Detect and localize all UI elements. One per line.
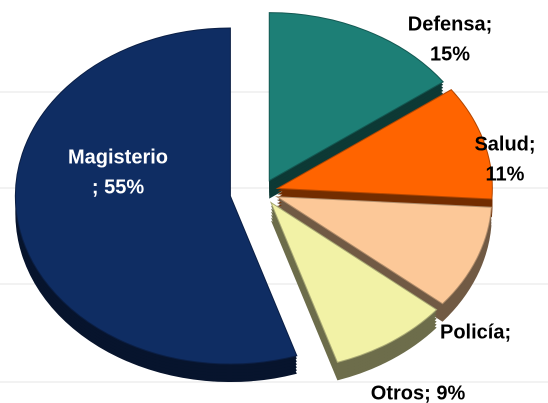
data-label: Salud;	[474, 133, 535, 155]
data-label: ; 55%	[92, 176, 144, 198]
data-label: Otros; 9%	[371, 382, 466, 403]
slice	[268, 12, 445, 182]
data-label: Magisterio	[68, 146, 168, 168]
data-label: Defensa;	[408, 13, 492, 35]
slice	[275, 89, 493, 200]
data-label: 11%	[486, 163, 525, 185]
slice	[275, 196, 492, 305]
slice	[269, 201, 438, 363]
slice	[14, 27, 298, 365]
data-label: Policía;	[440, 321, 511, 343]
data-label: 15%	[430, 43, 470, 65]
